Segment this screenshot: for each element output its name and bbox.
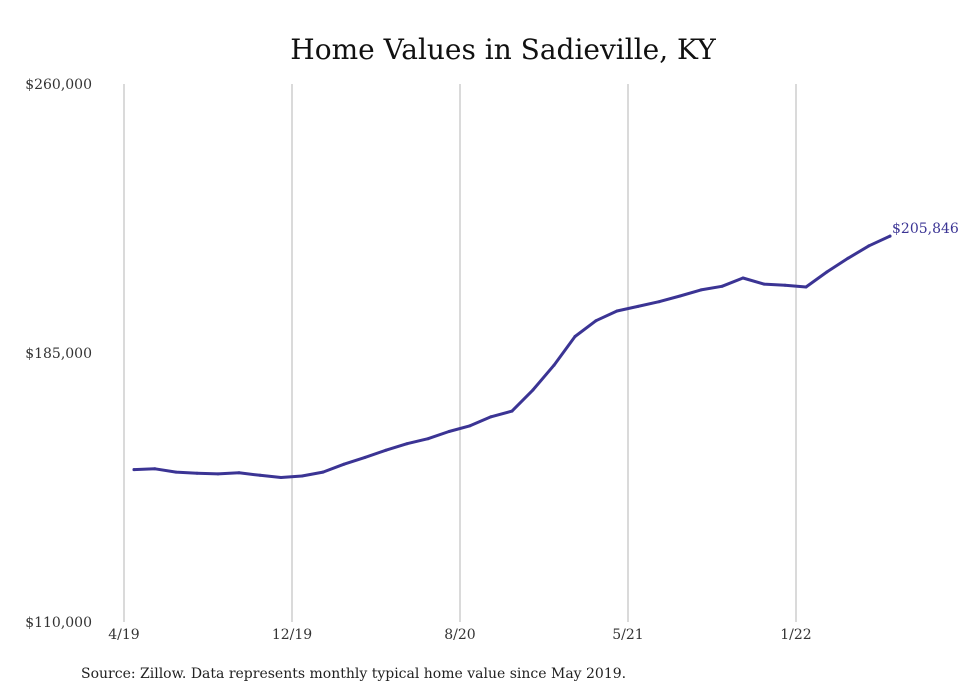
line-chart: Home Values in Sadieville, KY $110,000$1… [25,33,959,643]
data-point [237,471,241,475]
data-point [447,430,451,433]
data-point [174,470,178,474]
data-point [195,471,199,475]
data-point [846,256,850,260]
data-point [321,470,325,474]
data-point [594,319,598,323]
data-point [468,424,472,428]
data-point [489,415,493,419]
data-point [405,442,409,446]
y-tick-label: $110,000 [25,615,92,631]
data-point [741,276,745,280]
gridlines [123,84,797,622]
data-point [573,335,577,338]
data-point [153,467,157,471]
end-value-label: $205,846 [892,221,959,237]
y-tick-label: $260,000 [25,77,92,93]
data-point [132,468,136,472]
data-point [762,282,766,286]
data-point [783,283,787,287]
chart-title: Home Values in Sadieville, KY [290,33,716,66]
data-point [216,472,220,476]
x-tick-label: 5/21 [612,627,643,643]
data-point [657,300,661,304]
data-point [384,448,388,452]
y-tick-label: $185,000 [25,346,92,362]
data-point [888,234,892,238]
x-tick-label: 1/22 [780,627,811,643]
data-point [279,476,283,479]
data-point [636,304,640,308]
data-point [426,437,430,441]
data-point [804,285,808,289]
source-note: Source: Zillow. Data represents monthly … [81,666,627,682]
x-tick-label: 4/19 [108,627,139,643]
x-axis-tick-labels: 4/19 12/19 8/20 5/21 1/22 [108,627,811,643]
data-point [342,462,346,466]
x-tick-label: 12/19 [272,627,312,643]
data-point [510,409,514,413]
data-point [552,363,556,367]
series-layer: $205,846 [132,221,959,479]
data-point [678,294,682,298]
data-point [825,270,829,274]
x-tick-label: 8/20 [444,627,475,643]
data-point [300,474,304,478]
series-line [132,234,892,479]
data-point [720,284,724,288]
y-axis-tick-labels: $110,000 $185,000 $260,000 [25,77,92,631]
data-point [867,244,871,248]
data-point [615,309,619,313]
data-point [258,473,262,477]
data-point [531,388,535,392]
data-point [363,455,367,459]
data-point [699,288,703,292]
